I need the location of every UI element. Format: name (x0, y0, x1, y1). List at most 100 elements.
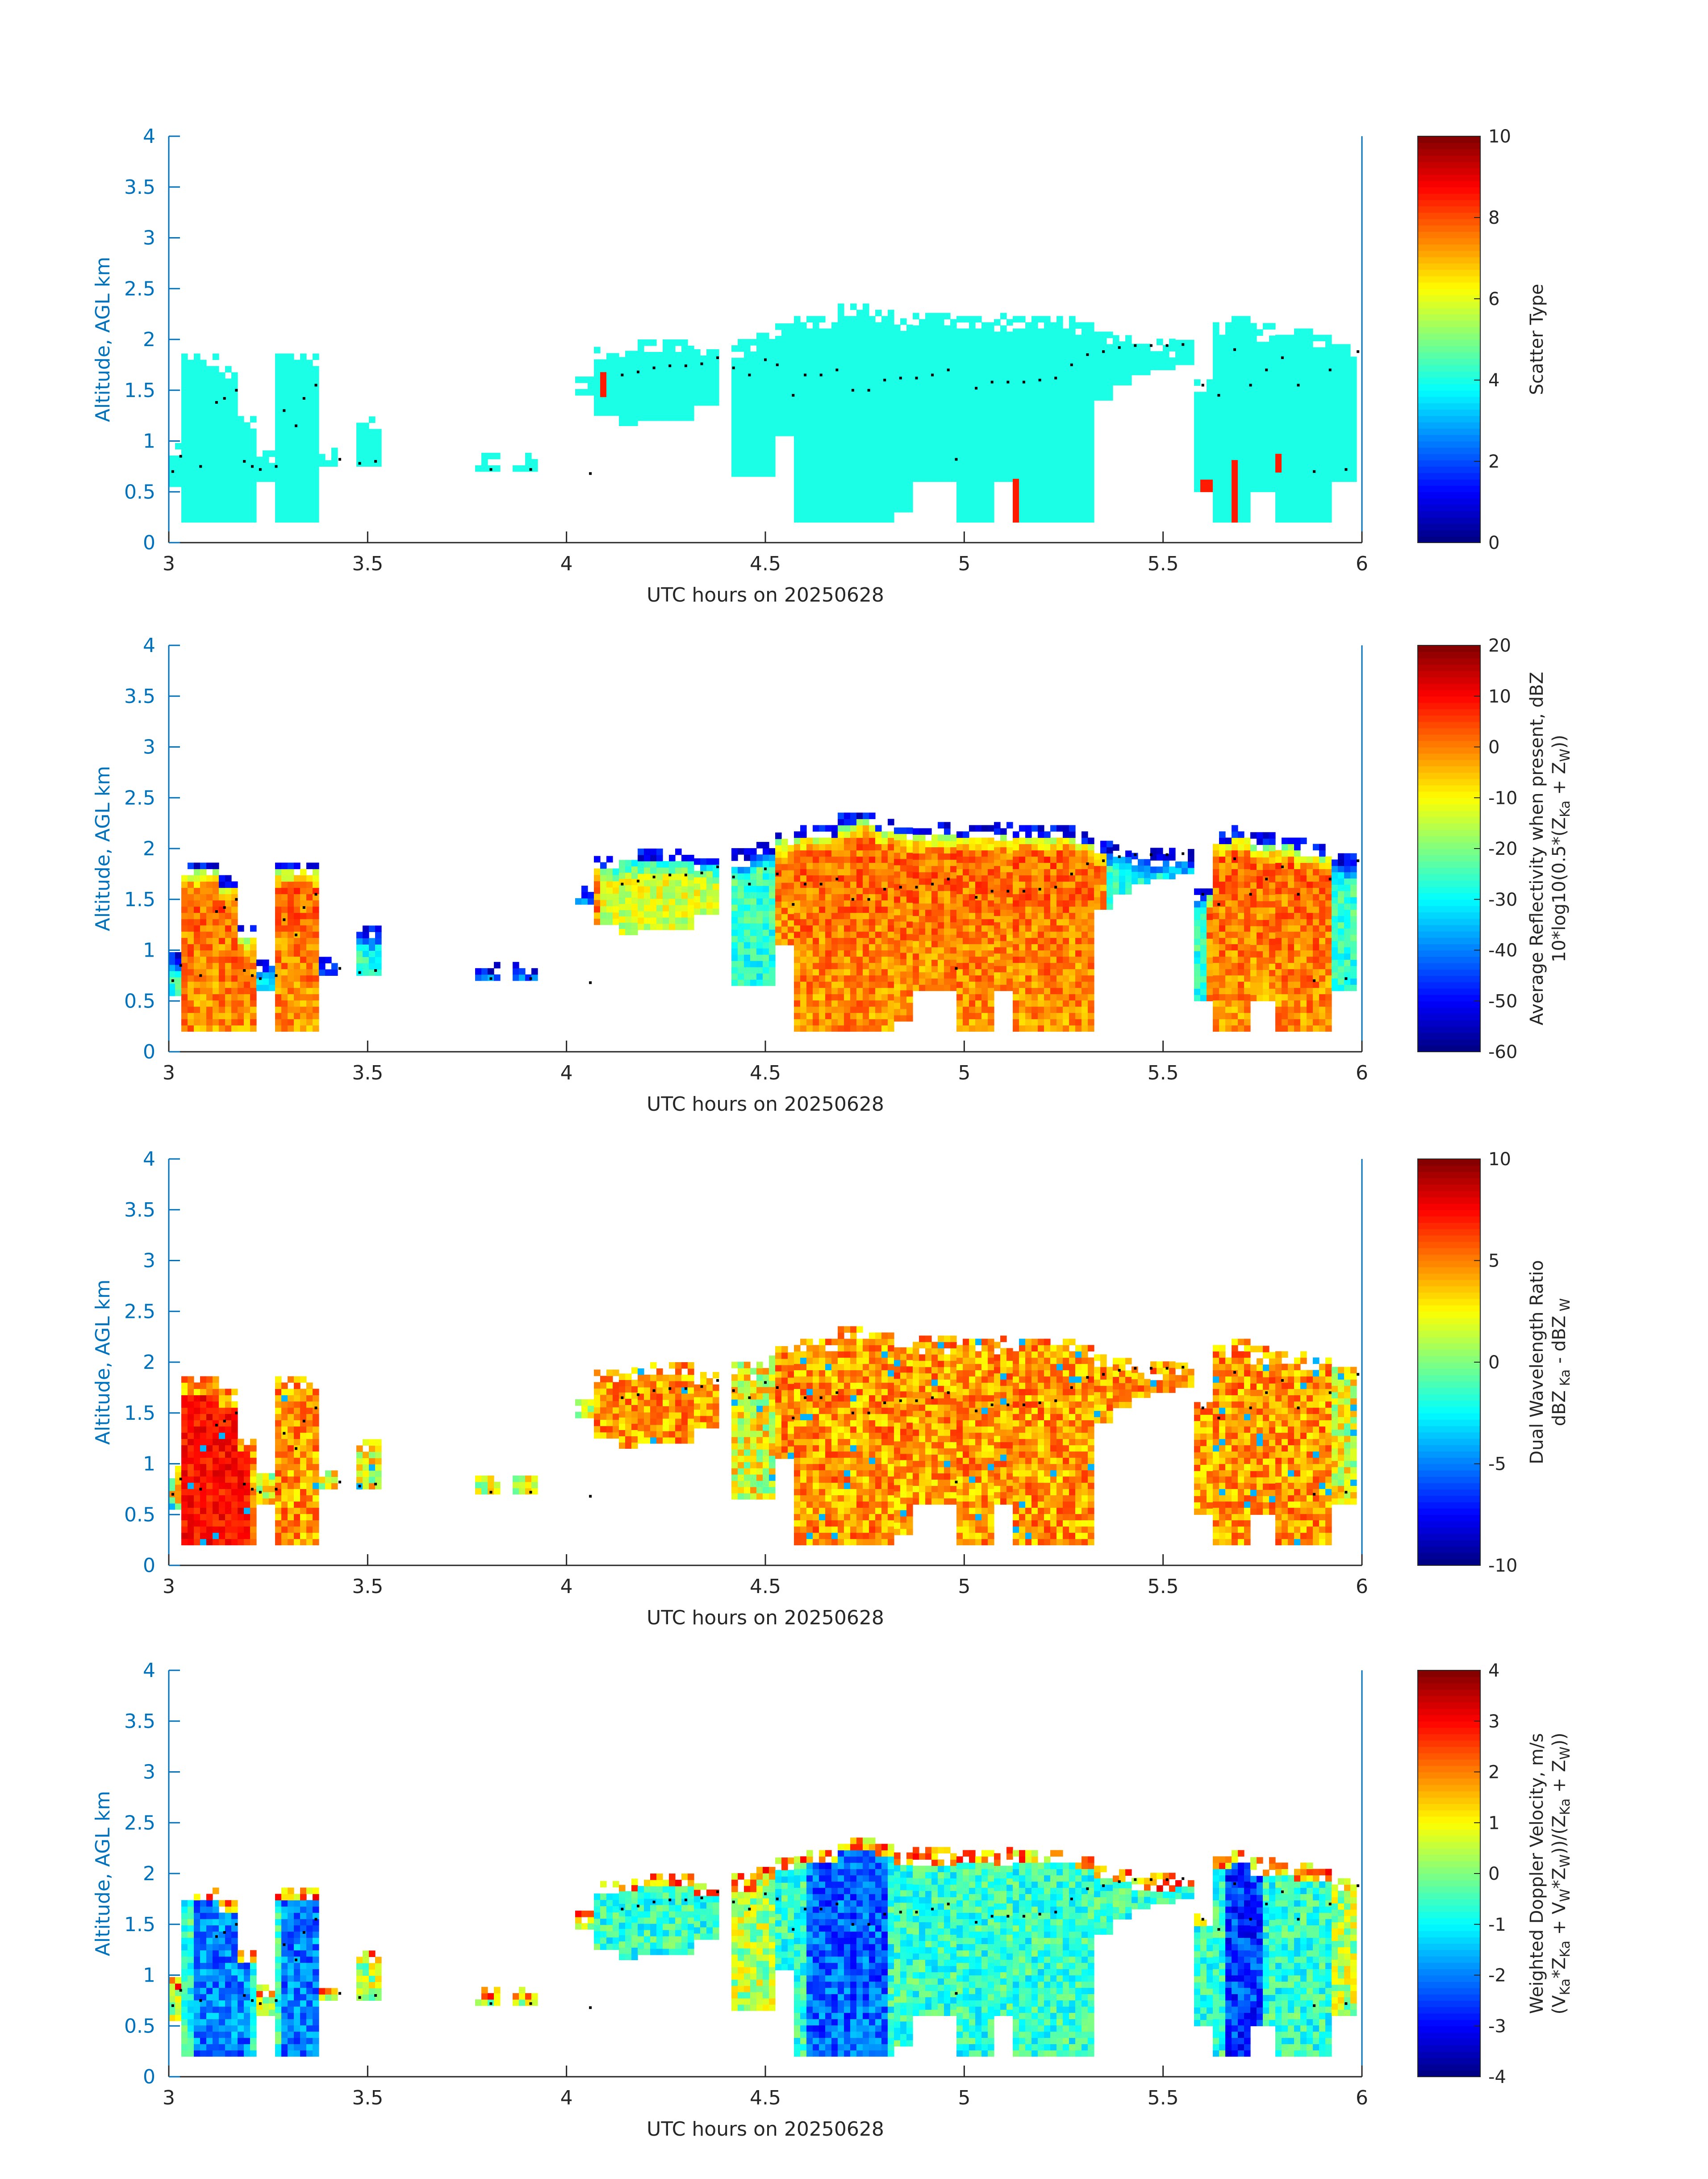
heatmap-cell (875, 1025, 882, 1032)
heatmap-cell (738, 973, 744, 980)
heatmap-cell (988, 504, 994, 510)
heatmap-cell (1000, 388, 1007, 395)
heatmap-cell (744, 936, 751, 942)
heatmap-cell (231, 391, 238, 398)
heatmap-cell (1238, 354, 1244, 360)
heatmap-cell (1257, 373, 1263, 380)
heatmap-cell (744, 954, 751, 961)
heatmap-cell (1063, 479, 1069, 485)
heatmap-cell (1144, 363, 1151, 369)
heatmap-cell (1307, 435, 1313, 442)
heatmap-cell (931, 432, 938, 439)
heatmap-cell (788, 895, 794, 902)
heatmap-cell (1000, 476, 1007, 482)
heatmap-cell (931, 438, 938, 445)
heatmap-cell (969, 360, 976, 367)
heatmap-cell (275, 441, 282, 448)
heatmap-cell (1225, 360, 1232, 367)
heatmap-cell (913, 363, 919, 370)
heatmap-cell (250, 982, 257, 988)
heatmap-cell (856, 857, 863, 863)
heatmap-cell (863, 863, 869, 870)
heatmap-cell (706, 393, 713, 400)
heatmap-cell (1044, 479, 1051, 485)
heatmap-cell (1225, 385, 1232, 392)
heatmap-cell (269, 463, 276, 470)
heatmap-cell (244, 1000, 251, 1007)
heatmap-cell (219, 1000, 226, 1007)
heatmap-cell (638, 339, 644, 346)
heatmap-cell (944, 351, 951, 357)
heatmap-cell (231, 944, 238, 951)
heatmap-cell (1269, 360, 1276, 367)
heatmap-cell (306, 882, 313, 888)
heatmap-cell (294, 944, 301, 951)
heatmap-cell (775, 392, 782, 399)
heatmap-cell (1075, 448, 1082, 454)
heatmap-cell (750, 879, 757, 886)
heatmap-cell (200, 950, 207, 957)
heatmap-cell (588, 383, 594, 389)
heatmap-cell (1057, 441, 1063, 448)
heatmap-cell (775, 889, 782, 895)
heatmap-cell (1038, 341, 1044, 348)
heatmap-cell (288, 391, 294, 398)
heatmap-cell (281, 397, 288, 404)
heatmap-cell (1225, 347, 1232, 354)
heatmap-cell (969, 473, 976, 479)
heatmap-cell (1019, 391, 1026, 398)
heatmap-cell (838, 900, 844, 907)
heatmap-cell (750, 414, 757, 421)
heatmap-cell (688, 371, 694, 377)
heatmap-cell (1213, 510, 1219, 517)
heatmap-cell (200, 479, 207, 485)
heatmap-cell (288, 1000, 294, 1007)
heatmap-cell (969, 379, 976, 385)
heatmap-cell (1232, 404, 1238, 410)
heatmap-cell (788, 857, 794, 864)
heatmap-cell (819, 429, 826, 435)
heatmap-cell (1294, 397, 1301, 404)
heatmap-cell (363, 448, 369, 454)
heatmap-cell (1300, 354, 1307, 360)
heatmap-cell (225, 919, 232, 926)
heatmap-cell (744, 364, 751, 371)
heatmap-cell (863, 982, 869, 988)
heatmap-cell (231, 969, 238, 976)
heatmap-cell (206, 932, 213, 938)
heatmap-cell (238, 982, 244, 988)
heatmap-cell (1194, 429, 1201, 436)
heatmap-cell (288, 366, 294, 373)
heatmap-cell (800, 938, 807, 945)
heatmap-cell (281, 875, 288, 882)
heatmap-cell (900, 971, 907, 978)
heatmap-cell (1313, 491, 1320, 498)
heatmap-cell (1250, 329, 1257, 336)
heatmap-cell (1088, 391, 1094, 398)
heatmap-cell (806, 913, 813, 920)
heatmap-cell (638, 389, 644, 396)
heatmap-cell (856, 322, 863, 329)
heatmap-cell (194, 491, 200, 498)
heatmap-cell (881, 435, 888, 442)
heatmap-cell (219, 441, 226, 448)
heatmap-cell (956, 416, 963, 423)
heatmap-cell (1088, 422, 1094, 429)
heatmap-cell (1282, 441, 1288, 448)
heatmap-cell (775, 380, 782, 386)
heatmap-cell (894, 406, 901, 413)
heatmap-cell (844, 485, 851, 492)
heatmap-cell (1169, 345, 1176, 351)
heatmap-cell (200, 491, 207, 498)
heatmap-cell (313, 1019, 319, 1026)
heatmap-cell (975, 454, 982, 460)
heatmap-cell (875, 335, 882, 342)
heatmap-cell (844, 882, 851, 888)
heatmap-cell (238, 473, 244, 479)
heatmap-cell (988, 347, 994, 354)
heatmap-cell (888, 516, 894, 523)
heatmap-cell (638, 917, 644, 924)
heatmap-cell (819, 957, 826, 963)
heatmap-cell (1232, 485, 1238, 492)
heatmap-cell (306, 397, 313, 404)
